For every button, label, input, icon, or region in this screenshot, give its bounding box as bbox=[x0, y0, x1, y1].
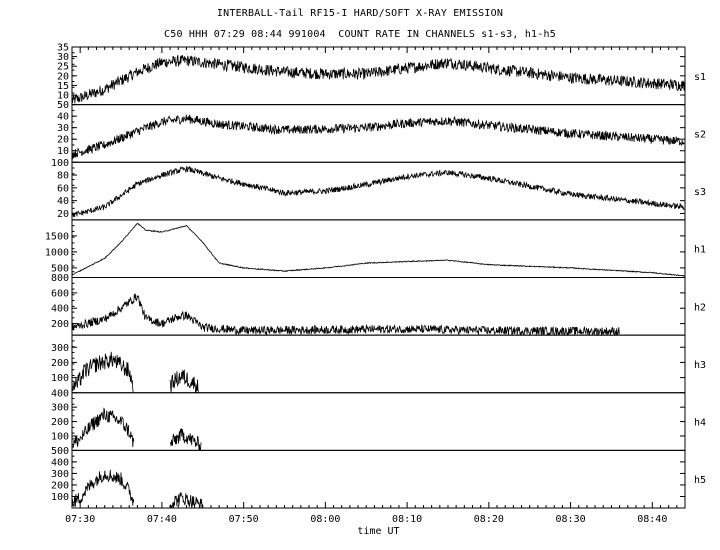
y-tick-label-h3: 100 bbox=[51, 373, 69, 384]
y-tick-label-h5: 500 bbox=[51, 446, 69, 457]
series-label-h5: h5 bbox=[694, 475, 706, 486]
y-tick-label-h2: 600 bbox=[51, 288, 69, 299]
y-tick-label-h2: 800 bbox=[51, 273, 69, 284]
series-label-s1: s1 bbox=[694, 72, 706, 83]
series-line-h2 bbox=[71, 293, 620, 337]
y-tick-label-s3: 60 bbox=[57, 183, 69, 194]
y-tick-label-s2: 50 bbox=[57, 100, 69, 111]
y-tick-label-h4: 300 bbox=[51, 403, 69, 414]
chart-title: INTERBALL-Tail RF15-I HARD/SOFT X-RAY EM… bbox=[216, 8, 504, 19]
y-tick-label-s1: 35 bbox=[57, 43, 69, 54]
y-tick-label-s2: 30 bbox=[57, 123, 69, 134]
y-tick-label-h5: 200 bbox=[51, 480, 69, 491]
chart-subtitle: C50 HHH 07:29 08:44 991004 COUNT RATE IN… bbox=[164, 29, 556, 40]
series-line-h4-1 bbox=[71, 407, 135, 448]
x-axis-label: time UT bbox=[357, 526, 399, 537]
series-line-h1 bbox=[71, 222, 685, 277]
x-tick-label: 07:40 bbox=[147, 514, 177, 525]
y-tick-label-s2: 10 bbox=[57, 146, 69, 157]
y-tick-label-s1: 10 bbox=[57, 91, 69, 102]
series-label-s2: s2 bbox=[694, 129, 706, 140]
y-tick-label-h2: 400 bbox=[51, 304, 69, 315]
y-tick-label-h2: 200 bbox=[51, 319, 69, 330]
y-tick-label-h1: 1000 bbox=[45, 247, 69, 258]
series-line-h3-1 bbox=[71, 351, 134, 393]
series-line-h3-2 bbox=[169, 369, 199, 394]
series-line-h4-2 bbox=[169, 428, 202, 451]
y-tick-label-s2: 40 bbox=[57, 112, 69, 123]
x-tick-label: 08:30 bbox=[556, 514, 586, 525]
x-tick-label: 08:10 bbox=[392, 514, 422, 525]
x-tick-label: 08:40 bbox=[637, 514, 667, 525]
series-label-h4: h4 bbox=[694, 418, 706, 429]
series-label-h1: h1 bbox=[694, 245, 706, 256]
series-label-h2: h2 bbox=[694, 302, 706, 313]
y-tick-label-h1: 500 bbox=[51, 263, 69, 274]
y-tick-label-s1: 15 bbox=[57, 81, 69, 92]
series-line-s3 bbox=[71, 165, 685, 218]
y-tick-label-s1: 20 bbox=[57, 71, 69, 82]
series-line-h5-1 bbox=[71, 469, 135, 509]
y-tick-label-s3: 40 bbox=[57, 196, 69, 207]
y-tick-label-s3: 100 bbox=[51, 158, 69, 169]
panel-frame-s3 bbox=[71, 161, 686, 221]
x-tick-label: 07:50 bbox=[229, 514, 259, 525]
y-tick-label-h3: 300 bbox=[51, 343, 69, 354]
y-tick-label-s2: 20 bbox=[57, 135, 69, 146]
y-tick-label-s3: 80 bbox=[57, 171, 69, 182]
y-tick-label-h5: 400 bbox=[51, 457, 69, 468]
y-tick-label-h3: 200 bbox=[51, 358, 69, 369]
series-line-h5-2 bbox=[169, 492, 203, 509]
panel-frame-h3 bbox=[71, 334, 686, 394]
series-line-s2 bbox=[71, 114, 685, 161]
y-tick-label-h4: 400 bbox=[51, 388, 69, 399]
y-tick-label-h5: 300 bbox=[51, 469, 69, 480]
y-tick-label-h4: 200 bbox=[51, 417, 69, 428]
x-tick-label: 08:00 bbox=[310, 514, 340, 525]
y-tick-label-h5: 100 bbox=[51, 492, 69, 503]
x-tick-label: 08:20 bbox=[474, 514, 504, 525]
x-tick-label: 07:30 bbox=[65, 514, 95, 525]
panel-frame-h5 bbox=[71, 449, 686, 509]
y-tick-label-h4: 100 bbox=[51, 431, 69, 442]
series-line-s1 bbox=[71, 54, 685, 104]
panel-frame-h4 bbox=[71, 392, 686, 451]
y-tick-label-h1: 1500 bbox=[45, 231, 69, 242]
series-label-h3: h3 bbox=[694, 360, 706, 371]
y-tick-label-s1: 30 bbox=[57, 52, 69, 63]
y-tick-label-s3: 20 bbox=[57, 209, 69, 220]
series-label-s3: s3 bbox=[694, 187, 706, 198]
y-tick-label-s1: 25 bbox=[57, 62, 69, 73]
